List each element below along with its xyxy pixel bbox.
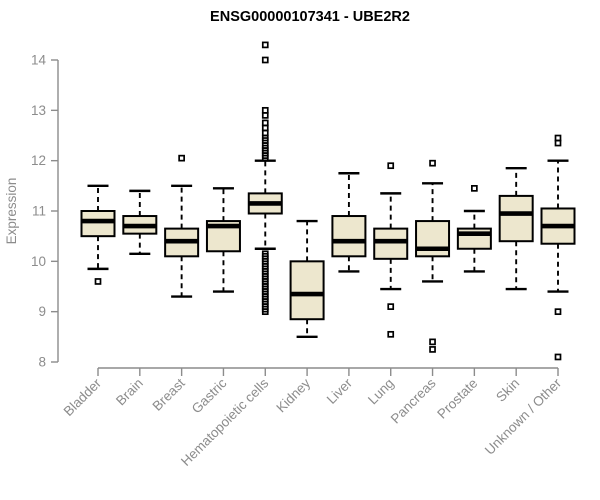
boxplot-bladder bbox=[80, 184, 116, 285]
x-tick-label-kidney: Kidney bbox=[273, 375, 313, 415]
iqr-box bbox=[80, 210, 116, 238]
outlier-point bbox=[261, 41, 269, 49]
y-tick-label: 10 bbox=[31, 254, 46, 269]
outlier-point bbox=[261, 154, 269, 162]
iqr-box bbox=[331, 215, 367, 258]
outlier-point bbox=[261, 112, 269, 119]
iqr-box bbox=[373, 227, 409, 260]
outlier-point bbox=[429, 346, 436, 353]
outlier-point bbox=[261, 308, 269, 316]
y-tick-label: 9 bbox=[38, 304, 46, 319]
y-axis-title: Expression bbox=[4, 178, 19, 245]
outlier-point bbox=[429, 338, 436, 346]
boxplot-kidney bbox=[289, 219, 325, 339]
outlier-point bbox=[261, 56, 269, 64]
x-tick-label-brain: Brain bbox=[113, 376, 146, 409]
chart-title: ENSG00000107341 - UBE2R2 bbox=[210, 9, 410, 25]
outlier-point bbox=[554, 353, 562, 361]
x-tick-label-pancreas: Pancreas bbox=[388, 375, 439, 426]
iqr-box bbox=[498, 194, 534, 243]
outlier-point bbox=[387, 303, 395, 310]
x-tick-label-gastric: Gastric bbox=[189, 375, 230, 416]
boxplot-prostate bbox=[456, 185, 492, 273]
outlier-point bbox=[387, 162, 395, 170]
iqr-box bbox=[289, 260, 325, 321]
outlier-point bbox=[554, 308, 562, 316]
boxplot-hematopoietic-cells bbox=[247, 41, 283, 316]
outlier-point bbox=[178, 154, 185, 162]
boxplot-gastric bbox=[205, 187, 241, 293]
outlier-point bbox=[387, 330, 395, 338]
y-tick-label: 12 bbox=[31, 153, 46, 168]
outlier-point bbox=[94, 278, 102, 285]
x-tick-label-lung: Lung bbox=[365, 376, 397, 408]
y-tick-label: 8 bbox=[38, 355, 46, 370]
boxplot-brain bbox=[122, 189, 158, 255]
x-tick-label-skin: Skin bbox=[493, 376, 522, 405]
y-tick-label: 14 bbox=[31, 53, 47, 68]
boxplot-liver bbox=[331, 172, 367, 273]
outlier-point bbox=[554, 139, 562, 147]
outlier-point bbox=[429, 159, 436, 167]
x-tick-label-bladder: Bladder bbox=[61, 375, 105, 419]
y-tick-label: 11 bbox=[32, 204, 46, 219]
x-tick-label-breast: Breast bbox=[150, 375, 188, 413]
x-tick-label-liver: Liver bbox=[324, 375, 356, 407]
boxplot-skin bbox=[498, 167, 534, 291]
x-tick-label-prostate: Prostate bbox=[434, 376, 480, 422]
boxplot-pancreas bbox=[415, 159, 451, 353]
y-tick-label: 13 bbox=[31, 103, 46, 118]
boxplot-breast bbox=[164, 154, 200, 298]
boxplot-lung bbox=[373, 162, 409, 338]
boxplot-unknown-other bbox=[540, 134, 576, 361]
x-tick-label-unknown-other: Unknown / Other bbox=[482, 375, 565, 458]
outlier-point bbox=[471, 185, 478, 192]
